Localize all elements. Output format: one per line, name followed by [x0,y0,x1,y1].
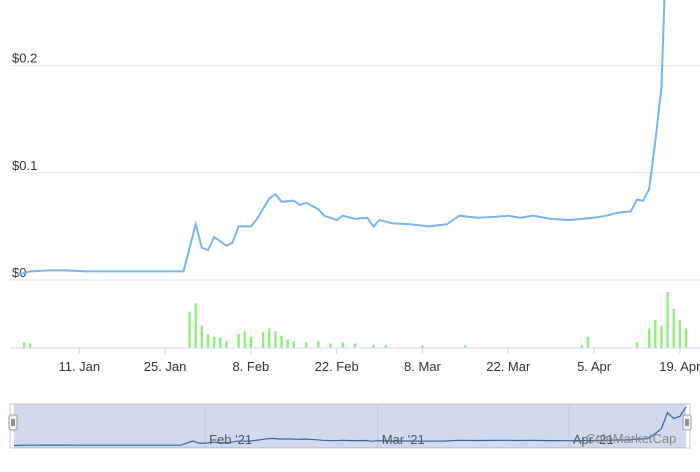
volume-bar [249,336,253,348]
volume-bar [292,341,295,348]
volume-bar [666,292,669,348]
volume-bar [353,343,357,348]
volume-bar [188,311,191,348]
volume-bar [280,335,283,348]
volume-bar [684,328,688,348]
volume-bar [219,337,222,348]
y-axis: $0$0.1$0.2$0.3$0.4$0.5 [12,51,37,280]
volume-bar [243,331,246,348]
x-tick-label: 19. Apr [659,359,700,374]
navigator-tick-label: Feb '21 [209,432,252,447]
volume-bar [237,334,240,348]
volume-bar [274,331,277,348]
volume-bar [421,345,424,348]
volume-bar [200,325,204,348]
x-tick-label: 5. Apr [577,359,612,374]
x-tick-label: 8. Feb [232,359,269,374]
navigator-handle-right[interactable] [682,414,692,431]
price-line [17,0,666,276]
volume-bar [580,345,584,348]
volume-bar [206,334,210,348]
volume-bar [304,342,308,348]
navigator[interactable]: Feb '21 Mar '21 Apr '21 [8,403,692,449]
y-tick-label: $0 [12,265,26,280]
y-tick-label: $0.2 [12,51,37,66]
volume-bar [194,303,197,348]
volume-bar [372,344,375,348]
navigator-tick-label: Mar '21 [382,432,425,447]
volume-bar [648,328,651,348]
volume-bar [341,342,345,348]
x-tick-label: 11. Jan [58,359,100,374]
navigator-handle-left[interactable] [8,414,18,431]
volume-bar [672,308,675,348]
x-tick-label: 8. Mar [404,359,442,374]
volume-bar [464,345,467,348]
navigator-axis: Feb '21 Mar '21 Apr '21 [209,432,614,447]
volume-bar [261,332,265,348]
volume-bar [317,341,320,348]
navigator-line [13,406,687,447]
volume-bar [678,320,682,348]
volume-bar [212,336,216,348]
volume-bar [286,339,289,348]
volume-bar [268,328,271,348]
volume-bar [29,343,32,348]
x-axis: 11. Jan 25. Jan 8. Feb 22. Feb 8. Mar 22. Mar… [58,348,700,374]
volume-bar [660,325,663,348]
volume-bar [586,336,590,348]
y-tick-label: $0.1 [12,158,37,173]
navigator-tick-label: Apr '21 [573,432,614,447]
x-tick-label: 25. Jan [144,359,187,374]
volume-bar [384,345,387,348]
volume-bar [329,343,332,348]
volume-bar [635,342,639,348]
watermark-text: CoinMarketCap [586,431,676,446]
grid-lines [10,65,700,281]
x-tick-label: 22. Mar [486,359,531,374]
volume-bar [225,341,228,348]
volume-bar [22,342,26,348]
x-tick-label: 22. Feb [315,359,359,374]
volume-bars [22,292,688,348]
volume-bar [654,320,657,348]
